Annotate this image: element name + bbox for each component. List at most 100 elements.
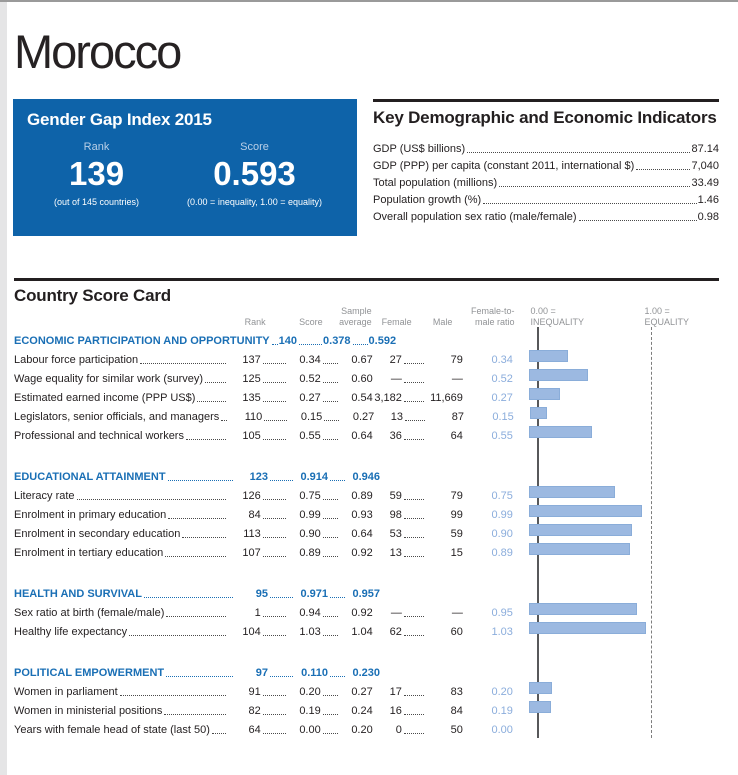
male-value: 11,669 [430,391,463,404]
rank-cell: 97 [255,666,268,679]
indicator-value: 7,040 [691,159,719,172]
indicator-value: 1.46 [697,193,719,206]
score-cell: 0.34 [299,353,321,366]
indicator-name: Enrolment in primary education [14,508,167,521]
main-column-headers: Rank Score Sample average [14,306,372,328]
row-main: Healthy life expectancy 104 1.03 1.04 [14,626,373,638]
male-value: 59 [450,527,463,540]
key-indicators: Key Demographic and Economic Indicators … [373,98,719,236]
dotted-leader [262,615,286,617]
dotted-leader [270,675,293,677]
sample-average-cell: 0.64 [351,527,373,540]
score-cell: 0.27 [299,391,321,404]
indicator-score-row: Literacy rate 126 0.75 0.89 59 79 0.75 [14,483,719,502]
indicator-name: Legislators, senior officials, and manag… [14,410,220,423]
column-header-sample-average: Sample average [339,306,372,327]
indicator-label: Population growth (%) [373,193,482,206]
dotted-leader [330,479,345,481]
female-male-cell: 59 79 [373,490,463,502]
indicator-score-row: Enrolment in tertiary education 107 0.89 0.… [14,540,719,559]
dotted-leader [352,343,368,345]
ratio-bar-cell [527,521,719,540]
section-gap [14,559,719,581]
dotted-leader [197,400,226,402]
score-cell: 0.00 [299,723,321,736]
dotted-leader [262,694,286,696]
female-male-cell: 53 59 [373,528,463,540]
indicator-score-row: Enrolment in primary education 84 0.99 0.93… [14,502,719,521]
rank-cell: 95 [255,587,268,600]
dotted-leader [221,419,228,421]
female-male-cell: 62 60 [373,626,463,638]
indicator-score-row: Legislators, senior officials, and manag… [14,404,719,423]
index-columns: Rank 139 (out of 145 countries) Score 0.… [27,141,343,208]
rank-cell: 91 [248,685,261,698]
dotted-leader [299,343,323,345]
rank-label: Rank [83,140,110,153]
dotted-leader [322,362,338,364]
dotted-leader [403,555,424,557]
ratio-bar-cell [527,423,719,442]
sample-average-cell: 0.89 [351,489,373,502]
female-male-cell: 27 79 [373,354,463,366]
dotted-leader [403,694,424,696]
female-male-cell: 17 83 [373,686,463,698]
rank-cell: 82 [248,704,261,717]
ratio-bar-cell [527,385,719,404]
male-value: 79 [450,489,463,502]
section-header-row: EDUCATIONAL ATTAINMENT 123 0.914 0.946 [14,464,719,483]
ratio-bar-cell [527,366,719,385]
ratio-bar-cell [527,483,719,502]
dotted-leader [129,634,226,636]
section-name: POLITICAL EMPOWERMENT [14,666,165,679]
dotted-leader [467,151,691,153]
female-to-male-ratio-value: 0.99 [491,508,513,521]
score-note: (0.00 = inequality, 1.00 = equality) [187,197,322,208]
female-male-cell: 13 87 [374,411,464,423]
dotted-leader [164,713,226,715]
row-main: Women in ministerial positions 82 0.19 0.24 [14,705,373,717]
female-male-cell: 16 84 [373,705,463,717]
score-cell: 0.20 [299,685,321,698]
female-male-cell: 98 99 [373,509,463,521]
ratio-bar [528,701,551,714]
female-value: 27 [389,353,402,366]
male-value: 83 [450,685,463,698]
gender-gap-index-box: Gender Gap Index 2015 Rank 139 (out of 1… [13,98,357,236]
score-value: 0.593 [213,154,296,192]
female-to-male-ratio-value: 0.75 [491,489,513,502]
section-header-row: HEALTH AND SURVIVAL 95 0.971 0.957 [14,581,719,600]
dotted-leader [403,536,424,538]
sample-average-cell: 0.592 [368,334,397,347]
indicator-name: Labour force participation [14,353,139,366]
ratio-bar [528,388,560,401]
ratio-bar-cell [527,717,719,736]
female-value: 17 [389,685,402,698]
female-to-male-ratio-value: 0.20 [491,685,513,698]
summary-row: Gender Gap Index 2015 Rank 139 (out of 1… [13,98,719,236]
dotted-leader [578,219,697,221]
indicator-row: Overall population sex ratio (male/femal… [373,206,719,223]
score-cell: 0.55 [299,429,321,442]
female-male-cell: — — [373,373,463,385]
female-male-headers: Female Male [372,317,464,328]
dotted-leader [262,362,286,364]
section-name: ECONOMIC PARTICIPATION AND OPPORTUNITY [14,334,270,347]
score-cell: 0.94 [299,606,321,619]
score-cell: 0.110 [301,666,328,679]
rank-cell: 123 [249,470,268,483]
indicator-value: 0.98 [697,210,719,223]
score-cell: 0.19 [299,704,321,717]
rank-cell: 113 [243,527,261,540]
ratio-bar-cell [527,502,719,521]
dotted-leader [271,343,278,345]
female-to-male-ratio-value: 0.27 [491,391,513,404]
indicator-score-row: Estimated earned income (PPP US$) 135 0.27… [14,385,719,404]
indicator-name: Women in parliament [14,685,118,698]
ratio-bar [529,407,547,420]
column-header-female: Female [381,316,412,327]
score-cell: 0.89 [299,546,321,559]
section-name: HEALTH AND SURVIVAL [14,587,142,600]
score-cell: 0.75 [299,489,321,502]
female-male-cell: 3,182 11,669 [373,392,463,404]
